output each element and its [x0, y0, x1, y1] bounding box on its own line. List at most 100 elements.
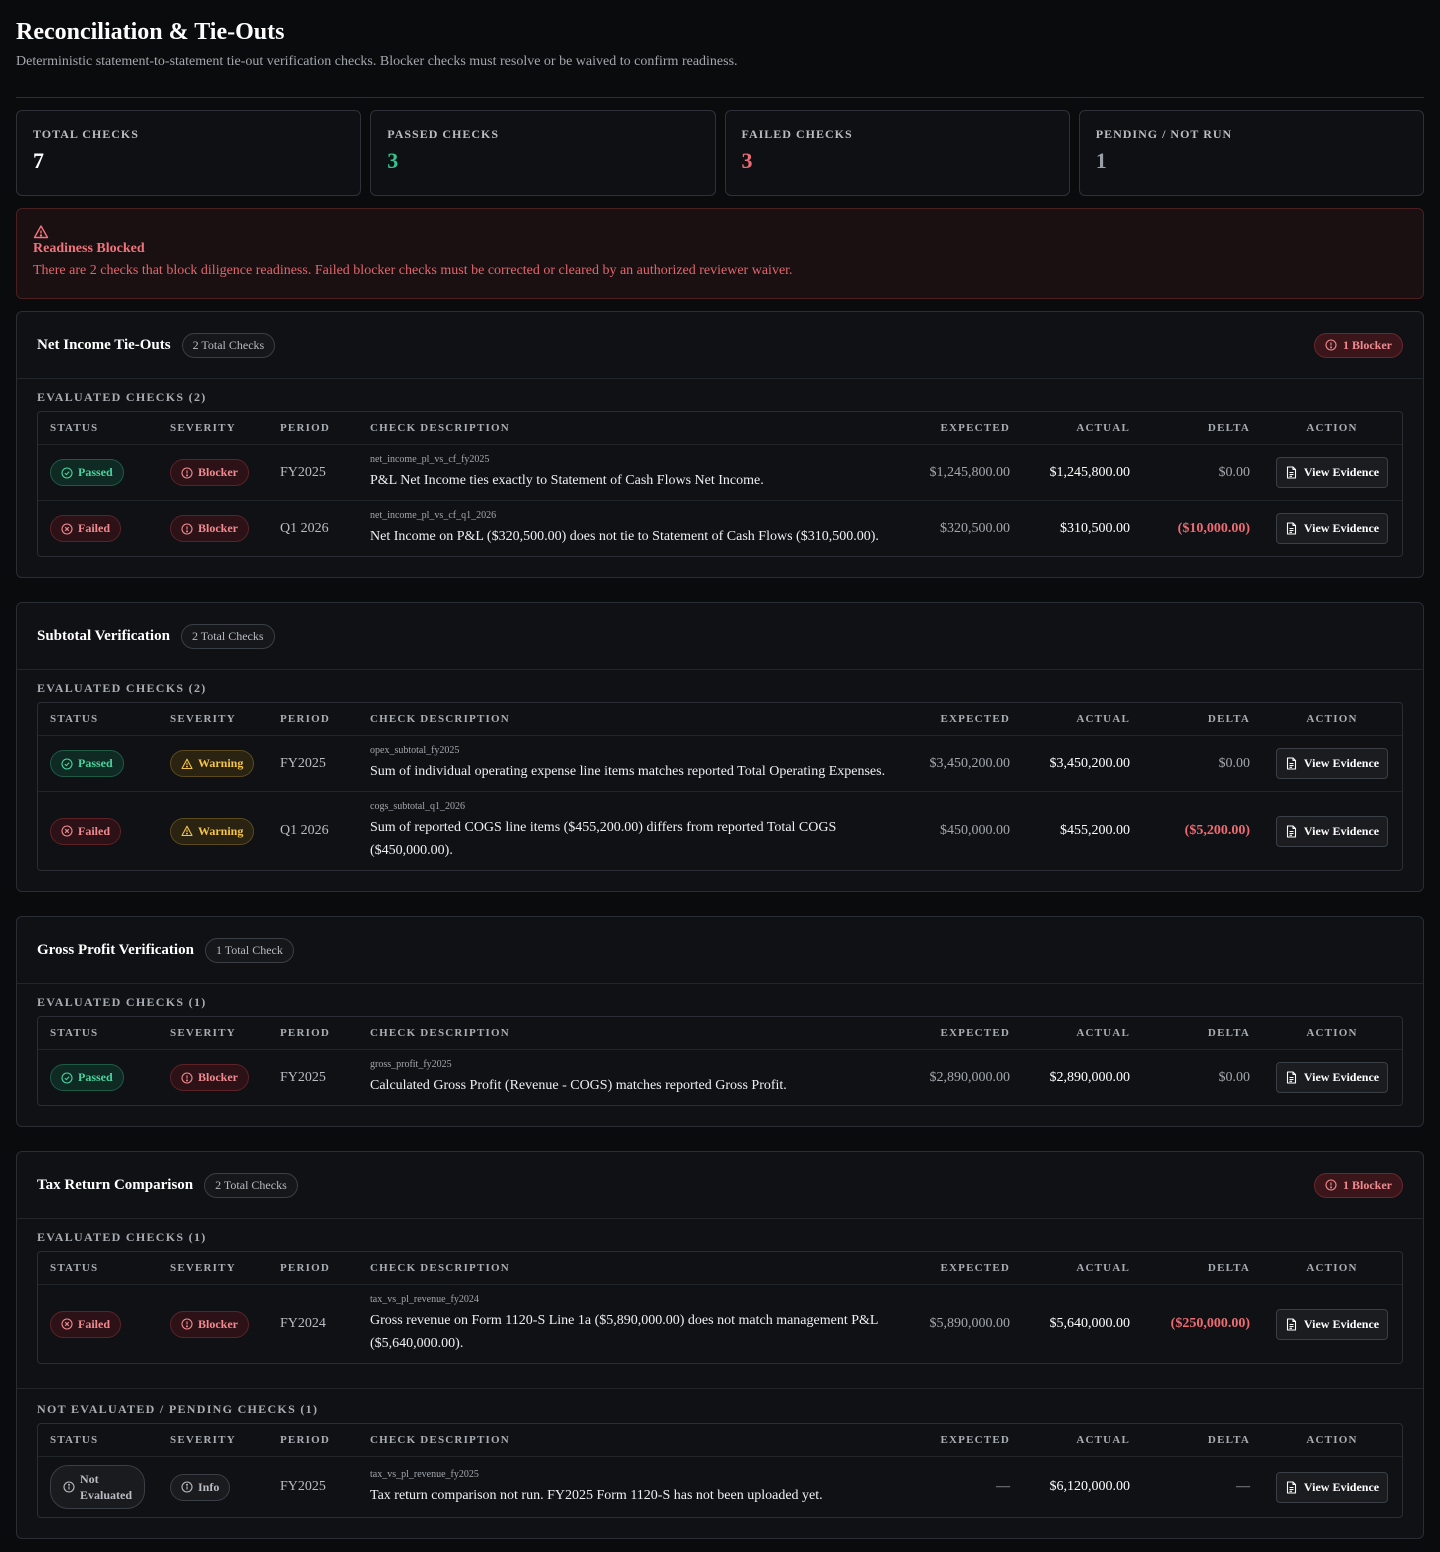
blocker-count-badge: 1 Blocker	[1314, 1172, 1403, 1198]
col-header-expected: EXPECTED	[940, 422, 1010, 434]
badge-label: Passed	[78, 1070, 113, 1084]
actual-cell: $455,200.00	[1060, 823, 1130, 838]
action-cell: View Evidence	[1262, 748, 1402, 779]
check-count-badge: 2 Total Checks	[181, 332, 276, 358]
blocker-label: 1 Blocker	[1343, 1177, 1392, 1192]
badge-label: Warning	[198, 756, 244, 770]
check-description: Gross revenue on Form 1120-S Line 1a ($5…	[370, 1313, 878, 1351]
delta-cell: ($10,000.00)	[1177, 520, 1250, 536]
period-cell: FY2025	[280, 1069, 326, 1085]
col-header-action: ACTION	[1306, 1262, 1358, 1274]
col-header-status: STATUS	[50, 713, 99, 725]
action-cell: View Evidence	[1262, 513, 1402, 544]
col-header-severity: SEVERITY	[170, 1434, 236, 1446]
severity-cell: Warning	[158, 750, 268, 777]
check-id: tax_vs_pl_revenue_fy2024	[370, 1294, 479, 1305]
document-icon	[1286, 1480, 1296, 1494]
status-badge-failed: Failed	[50, 1310, 121, 1338]
stat-value: 3	[387, 148, 399, 173]
col-header-expected: EXPECTED	[940, 1434, 1010, 1446]
checks-table: STATUS SEVERITY PERIOD CHECK DESCRIPTION…	[37, 1423, 1403, 1518]
severity-cell: Blocker	[158, 1310, 268, 1338]
badge-label: Passed	[78, 465, 113, 479]
view-evidence-button[interactable]: View Evidence	[1275, 513, 1389, 544]
description-cell: cogs_subtotal_q1_2026 Sum of reported CO…	[358, 800, 902, 862]
status-cell: Failed	[38, 817, 158, 845]
view-evidence-button[interactable]: View Evidence	[1275, 815, 1389, 847]
section-header: Subtotal Verification 2 Total Checks	[17, 603, 1423, 670]
badge-label: Blocker	[198, 1316, 238, 1331]
col-header-expected: EXPECTED	[940, 1027, 1010, 1039]
check-section: Subtotal Verification 2 Total Checks EVA…	[16, 602, 1424, 892]
badge-label: Not Evaluated	[80, 1472, 133, 1502]
description-cell: opex_subtotal_fy2025 Sum of individual o…	[358, 744, 902, 783]
status-badge-not-evaluated: Not Evaluated	[50, 1465, 146, 1509]
status-cell: Failed	[38, 515, 158, 542]
page-subtitle: Deterministic statement-to-statement tie…	[16, 54, 738, 69]
delta-cell: —	[1236, 1479, 1250, 1494]
document-icon	[1286, 1071, 1296, 1084]
section-header: Tax Return Comparison 2 Total Checks 1 B…	[17, 1152, 1423, 1219]
badge-label: Passed	[78, 756, 113, 770]
expected-cell: —	[996, 1479, 1010, 1494]
action-cell: View Evidence	[1262, 1062, 1402, 1093]
view-evidence-button[interactable]: View Evidence	[1275, 457, 1389, 488]
status-badge-passed: Passed	[50, 750, 124, 777]
group-label: EVALUATED CHECKS (1)	[37, 995, 207, 1009]
severity-cell: Blocker	[158, 459, 268, 486]
col-header-severity: SEVERITY	[170, 422, 236, 434]
col-header-status: STATUS	[50, 1027, 99, 1039]
status-badge-passed: Passed	[50, 459, 124, 486]
status-badge-passed: Passed	[50, 1064, 124, 1091]
info-circle-icon	[63, 1481, 75, 1493]
check-section: Tax Return Comparison 2 Total Checks 1 B…	[16, 1151, 1424, 1539]
stat-card-failed: FAILED CHECKS 3	[724, 110, 1070, 196]
view-evidence-button[interactable]: View Evidence	[1275, 1062, 1389, 1093]
page-title: Reconciliation & Tie-Outs	[16, 19, 285, 45]
badge-label: Blocker	[198, 1070, 238, 1084]
period-cell: Q1 2026	[280, 520, 329, 536]
expected-cell: $5,890,000.00	[929, 1316, 1011, 1331]
group-divider	[17, 1388, 1423, 1389]
col-header-period: PERIOD	[280, 713, 330, 725]
col-header-period: PERIOD	[280, 1434, 330, 1446]
check-section: Net Income Tie-Outs 2 Total Checks 1 Blo…	[16, 311, 1424, 578]
sections-container: Net Income Tie-Outs 2 Total Checks 1 Blo…	[16, 311, 1424, 1539]
button-label: View Evidence	[1303, 465, 1380, 479]
readiness-alert: Readiness Blocked There are 2 checks tha…	[16, 208, 1424, 299]
x-circle-icon	[61, 1318, 73, 1330]
stat-label: PASSED CHECKS	[387, 127, 500, 141]
document-icon	[1286, 466, 1296, 479]
view-evidence-button[interactable]: View Evidence	[1275, 748, 1389, 779]
info-circle-icon	[181, 1481, 193, 1493]
document-icon	[1286, 522, 1296, 535]
period-cell: FY2025	[280, 755, 326, 771]
badge-label: Failed	[78, 1316, 110, 1331]
view-evidence-button[interactable]: View Evidence	[1275, 1308, 1389, 1340]
group-label: EVALUATED CHECKS (2)	[37, 681, 207, 695]
view-evidence-button[interactable]: View Evidence	[1275, 1471, 1389, 1503]
status-badge-failed: Failed	[50, 817, 121, 845]
alert-circle-icon	[1325, 1179, 1337, 1191]
table-row: Passed Blocker FY2025 gross_profit_fy202…	[38, 1049, 1402, 1105]
warning-triangle-icon	[181, 758, 193, 769]
section-header: Net Income Tie-Outs 2 Total Checks 1 Blo…	[17, 312, 1423, 379]
stat-label: TOTAL CHECKS	[33, 127, 139, 141]
spacer	[17, 984, 1423, 992]
section-header: Gross Profit Verification 1 Total Check	[17, 917, 1423, 984]
check-id: cogs_subtotal_q1_2026	[370, 801, 465, 812]
button-label: View Evidence	[1303, 823, 1380, 838]
period-cell: Q1 2026	[280, 823, 329, 838]
alert-circle-icon	[181, 1318, 193, 1330]
spacer	[17, 379, 1423, 387]
severity-badge-blocker: Blocker	[170, 515, 249, 542]
document-icon	[1286, 757, 1296, 770]
description-cell: tax_vs_pl_revenue_fy2025 Tax return comp…	[358, 1468, 902, 1507]
action-cell: View Evidence	[1262, 1308, 1402, 1340]
col-header-severity: SEVERITY	[170, 713, 236, 725]
check-description: Sum of reported COGS line items ($455,20…	[370, 820, 837, 858]
stat-card-total: TOTAL CHECKS 7	[16, 110, 362, 196]
stat-card-passed: PASSED CHECKS 3	[370, 110, 716, 196]
button-label: View Evidence	[1303, 1070, 1380, 1084]
expected-cell: $2,890,000.00	[929, 1069, 1011, 1085]
